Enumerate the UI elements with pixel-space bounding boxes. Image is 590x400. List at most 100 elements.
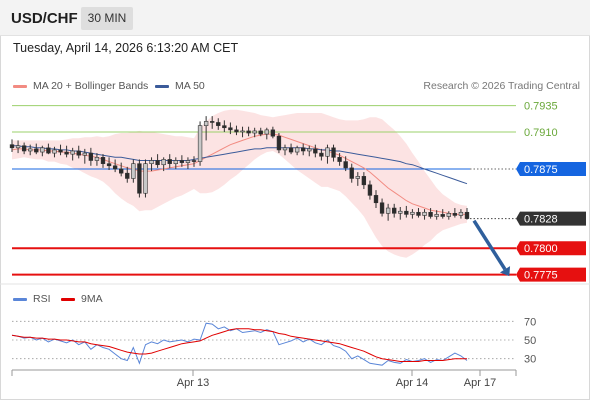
header-bar: USD/CHF 30 MIN [0, 0, 590, 36]
candle-body [216, 122, 221, 126]
candle-body [40, 147, 45, 153]
candle-body [46, 147, 51, 154]
candle-body [301, 147, 306, 152]
level-tag-label-4: 0.7800 [524, 243, 558, 255]
legend-rsi: RSI [13, 293, 51, 305]
candle-body [294, 147, 300, 153]
forecast-arrow-head [499, 266, 511, 277]
candle-body [161, 159, 166, 166]
candle-body [373, 195, 379, 204]
level-tag-4 [516, 241, 586, 256]
ma50-label: MA 50 [175, 80, 205, 92]
timeframe-badge[interactable]: 30 MIN [81, 7, 133, 30]
candle-body [94, 157, 100, 161]
candle-body [446, 213, 451, 217]
candle-body [70, 150, 75, 155]
candle-body [246, 130, 251, 134]
candle-body [392, 207, 397, 214]
rsi-tick-label-50: 50 [524, 335, 536, 347]
level-tag-label-3: 0.7828 [524, 214, 558, 226]
candle-body [282, 147, 288, 151]
candle-body [112, 165, 118, 170]
rsi-swatch [13, 297, 27, 301]
legend-rsi-ma: 9MA [61, 293, 103, 305]
x-tick-label-2: Apr 17 [464, 377, 496, 389]
candle-body [440, 214, 445, 217]
rsi-tick-label-70: 70 [524, 316, 536, 328]
candle-body [355, 176, 360, 179]
candle-body [452, 213, 458, 216]
candle-body [434, 214, 439, 217]
candle-body [28, 148, 33, 152]
candle-body [210, 121, 215, 123]
candle-body [15, 145, 21, 149]
candle-body [319, 152, 324, 157]
candle-body [228, 127, 233, 131]
symbol-title: USD/CHF [11, 10, 78, 27]
ma50-line [12, 145, 468, 185]
candle-body [331, 147, 336, 158]
level-tag-label-5: 0.7775 [524, 270, 558, 282]
candle-body [82, 152, 87, 156]
candle-body [222, 125, 227, 129]
candle-body [191, 160, 197, 162]
candle-body [422, 211, 427, 216]
candle-body [143, 163, 148, 194]
candle-body [234, 129, 239, 133]
candle-body [379, 202, 385, 214]
rsi-label: RSI [33, 293, 51, 305]
candle-body [64, 151, 69, 155]
candle-body [404, 210, 409, 215]
candle-body [125, 172, 130, 179]
candle-body [458, 211, 464, 216]
candle-body [337, 157, 342, 162]
candle-body [52, 149, 57, 154]
candle-body [58, 149, 63, 153]
candle-body [410, 211, 415, 215]
candle-body [185, 160, 191, 163]
rsi-ma-line [11, 328, 467, 362]
candle-body [361, 176, 367, 186]
candle-body [88, 152, 94, 161]
candle-body [155, 160, 160, 166]
candle-body [149, 160, 154, 164]
candle-body [173, 160, 178, 164]
candle-body [21, 145, 27, 152]
target-level-label-1: 0.7910 [524, 127, 558, 139]
ma50-swatch [155, 84, 169, 88]
candle-body [288, 147, 294, 153]
candle-body [100, 157, 106, 164]
level-tag-label-2: 0.7875 [524, 164, 558, 176]
legend-ma50: MA 50 [155, 80, 205, 92]
candle-body [464, 211, 470, 219]
candle-body [34, 148, 39, 153]
rsi-ma-label: 9MA [81, 293, 103, 305]
candle-body [252, 130, 257, 134]
level-tag-2 [516, 161, 586, 176]
candle-body [179, 160, 185, 163]
candle-body [167, 159, 172, 164]
candle-body [307, 148, 312, 152]
candle-body [106, 163, 112, 167]
candle-body [119, 168, 124, 174]
forecast-arrow-shaft [472, 219, 507, 271]
candle-body [197, 125, 203, 162]
rsi-line [11, 322, 468, 366]
bollinger-band-fill [12, 109, 467, 258]
candle-body [264, 129, 269, 135]
target-level-label-0: 0.7935 [524, 101, 558, 113]
x-tick-label-1: Apr 14 [396, 377, 428, 389]
candle-body [367, 184, 373, 196]
candle-body [385, 207, 391, 214]
datetime-label: Tuesday, April 14, 2026 6:13:20 AM CET [13, 41, 239, 55]
candle-body [276, 135, 282, 151]
candle-body [137, 163, 142, 194]
ma20-label: MA 20 + Bollinger Bands [33, 80, 149, 92]
rsi-tick-label-30: 30 [524, 354, 536, 366]
candle-body [9, 144, 15, 149]
ma20-swatch [13, 84, 27, 88]
candle-body [270, 129, 276, 137]
candle-body [240, 130, 245, 133]
